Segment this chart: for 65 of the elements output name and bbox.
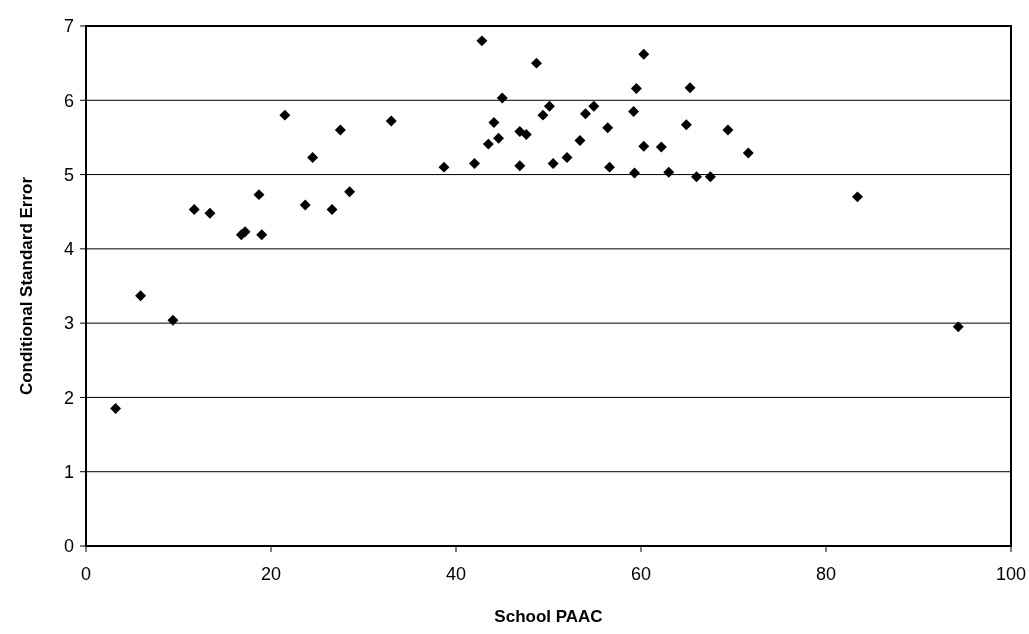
point	[307, 152, 319, 163]
point	[110, 403, 122, 415]
point	[514, 126, 526, 137]
point	[691, 171, 702, 183]
point	[704, 171, 716, 183]
point	[655, 141, 667, 153]
x-tick-label: 100	[995, 564, 1027, 584]
point	[488, 117, 500, 129]
y-tick-label: 1	[63, 462, 74, 483]
point	[188, 204, 200, 215]
y-tick-label: 7	[63, 16, 74, 37]
point	[204, 207, 216, 219]
point	[629, 167, 640, 179]
point	[135, 290, 147, 302]
x-tick-label: 40	[445, 564, 467, 584]
point	[574, 134, 586, 146]
y-tick-label: 5	[63, 164, 74, 185]
point	[279, 109, 291, 121]
point	[520, 128, 532, 140]
point	[531, 57, 542, 69]
point	[742, 147, 754, 159]
x-tick-label: 0	[80, 564, 92, 584]
y-tick-label: 0	[63, 536, 74, 557]
point	[239, 226, 251, 238]
point	[680, 119, 692, 131]
y-tick-label: 2	[63, 387, 74, 408]
point	[344, 186, 356, 198]
point	[602, 122, 614, 134]
point	[167, 314, 179, 326]
y-tick-label: 3	[63, 313, 74, 334]
point	[638, 140, 650, 152]
point	[299, 199, 311, 211]
point	[604, 161, 616, 173]
y-tick-label: 6	[63, 90, 74, 111]
point	[253, 189, 265, 201]
y-tick-label: 4	[63, 239, 74, 260]
point	[385, 115, 397, 127]
point	[663, 166, 675, 178]
x-tick-label: 20	[260, 564, 282, 584]
point	[326, 204, 338, 215]
point	[476, 35, 488, 47]
point	[537, 109, 549, 121]
point	[493, 132, 505, 144]
point	[543, 100, 555, 112]
point	[547, 157, 559, 169]
point	[496, 92, 508, 104]
point	[630, 82, 642, 94]
point	[580, 108, 591, 120]
point	[482, 138, 494, 150]
point	[469, 157, 480, 169]
y-axis-title: Conditional Standard Error	[17, 176, 36, 396]
point	[684, 82, 696, 94]
point	[438, 161, 450, 173]
point	[628, 105, 640, 117]
point	[588, 100, 600, 112]
point	[334, 124, 346, 136]
x-tick-label: 60	[630, 564, 652, 584]
point	[722, 124, 734, 136]
point	[851, 191, 863, 203]
point	[638, 48, 650, 60]
point	[514, 160, 526, 172]
point	[952, 321, 964, 333]
point	[256, 229, 268, 241]
x-tick-label: 80	[815, 564, 837, 584]
x-axis-title: School PAAC	[494, 607, 603, 626]
